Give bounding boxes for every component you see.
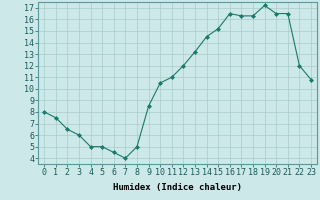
X-axis label: Humidex (Indice chaleur): Humidex (Indice chaleur) [113, 183, 242, 192]
